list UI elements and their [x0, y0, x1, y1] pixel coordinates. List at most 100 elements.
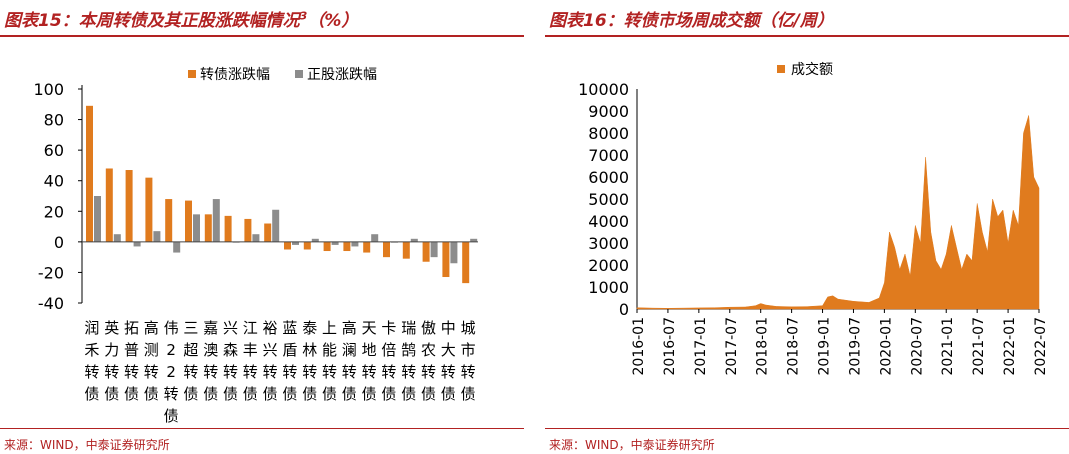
bar-bond [462, 241, 470, 284]
y-tick-label: 0 [619, 300, 629, 319]
bar-bond [145, 177, 153, 242]
right-title-rule [545, 35, 1069, 37]
left-chart-title: 图表15：本周转债及其正股涨跌幅情况3（%） [4, 9, 359, 31]
y-tick-label: 3000 [588, 234, 629, 253]
y-tick-label: 5000 [588, 190, 629, 209]
right-source-rule [545, 428, 1069, 429]
category-label: 泰林转债 [302, 319, 317, 403]
bar-stock [94, 196, 101, 242]
y-tick-label: 20 [44, 202, 64, 221]
category-label: 中大转债 [441, 319, 456, 403]
legend-swatch [777, 65, 785, 73]
x-tick-label: 2017-07 [724, 317, 740, 376]
left-title-rule [0, 35, 524, 37]
bar-bond [442, 241, 450, 278]
y-tick-label: 60 [44, 141, 64, 160]
bar-bond [204, 214, 212, 242]
bar-bond [402, 241, 410, 259]
y-tick-label: 0 [54, 233, 64, 252]
category-label: 城市转债 [461, 319, 476, 403]
bar-bond [303, 241, 311, 250]
category-label: 嘉澳转债 [203, 319, 218, 403]
category-label: 英力转债 [104, 319, 119, 403]
bar-stock [470, 238, 478, 242]
y-tick-label: 100 [33, 80, 64, 99]
x-tick-label: 2019-07 [847, 317, 863, 376]
x-tick-label: 2018-07 [786, 317, 802, 376]
left-source-rule [0, 428, 524, 429]
y-tick-label: 40 [44, 172, 64, 191]
y-tick-label: 8000 [588, 124, 629, 143]
bar-stock [292, 241, 299, 245]
bar-stock [212, 199, 220, 242]
right-chart-panel: 图表16：转债市场周成交额（亿/周） 10000 9000 8000 7000 6000… [545, 0, 1069, 454]
bar-bond [185, 200, 192, 242]
category-label: 伟 2 2 转债 [164, 319, 179, 425]
category-label: 三超转债 [183, 319, 198, 403]
y-tick-label: -20 [38, 263, 64, 282]
legend-label: 转债涨跌幅 [200, 67, 270, 83]
y-tick-label: 1000 [588, 278, 629, 297]
bar-stock [252, 234, 260, 242]
right-chart-title: 图表16：转债市场周成交额（亿/周） [549, 11, 834, 31]
category-label: 润禾转债 [84, 319, 99, 403]
category-label: 高澜转债 [342, 319, 357, 403]
category-label: 天地转债 [362, 319, 377, 403]
bar-bond [383, 241, 390, 258]
left-source-text: 来源：WIND，中泰证券研究所 [4, 438, 170, 452]
bar-bond [165, 199, 173, 242]
bar-stock [410, 238, 418, 242]
x-tick-label: 2019-01 [817, 317, 833, 376]
x-tick-label: 2020-01 [878, 317, 894, 376]
legend-label: 成交额 [791, 61, 833, 78]
category-label: 卡倍转债 [381, 319, 396, 403]
x-tick-label: 2021-01 [940, 317, 956, 376]
bar-stock [311, 238, 319, 242]
bar-stock [133, 241, 141, 247]
x-tick-label: 2022-01 [1002, 317, 1018, 376]
legend-swatch [188, 70, 196, 78]
y-tick-label: 9000 [588, 102, 629, 121]
bar-stock [331, 241, 339, 245]
bar-bond [224, 215, 232, 242]
right-source-text: 来源：WIND，中泰证券研究所 [549, 438, 715, 452]
bar-stock [173, 241, 181, 253]
x-tick-label: 2018-01 [755, 317, 771, 376]
bar-bond [244, 218, 252, 242]
y-tick-label: 10000 [578, 80, 629, 99]
y-tick-label: 4000 [588, 212, 629, 231]
bar-stock [450, 241, 458, 264]
x-tick-label: 2022-07 [1033, 317, 1049, 376]
volume-area [636, 115, 1040, 310]
bar-stock [153, 231, 161, 242]
legend-swatch [295, 70, 303, 78]
x-tick-label: 2020-07 [909, 317, 925, 376]
legend-label: 正股涨跌幅 [307, 67, 377, 83]
bar-bond [284, 241, 291, 250]
bar-stock [193, 214, 200, 242]
category-label: 高测转债 [144, 319, 159, 403]
y-tick-label: 2000 [588, 256, 629, 275]
category-label: 瑞鹄转债 [401, 319, 416, 403]
category-label: 拓普转债 [124, 319, 139, 403]
x-tick-label: 2021-07 [971, 317, 987, 376]
bar-stock [113, 234, 121, 242]
bar-bond [323, 241, 331, 252]
x-tick-label: 2016-01 [631, 317, 647, 376]
bar-bond [125, 170, 133, 242]
bar-bond [86, 105, 93, 242]
bar-stock [272, 209, 280, 242]
y-tick-label: -40 [38, 294, 64, 313]
bar-bond [105, 168, 113, 242]
bar-stock [371, 234, 379, 242]
right-area-chart: 1000090008000700060005000400030002000100… [578, 61, 1049, 376]
y-tick-label: 7000 [588, 146, 629, 165]
category-label: 蓝盾转债 [282, 319, 297, 403]
bar-stock [351, 241, 359, 247]
x-tick-label: 2017-01 [693, 317, 709, 376]
left-chart-panel: 图表15：本周转债及其正股涨跌幅情况3（%） 100 80 60 40 20 0 -20 -4… [0, 0, 524, 454]
bar-bond [422, 241, 430, 262]
category-label: 兴森转债 [223, 319, 238, 403]
category-label: 裕兴转债 [263, 319, 278, 403]
